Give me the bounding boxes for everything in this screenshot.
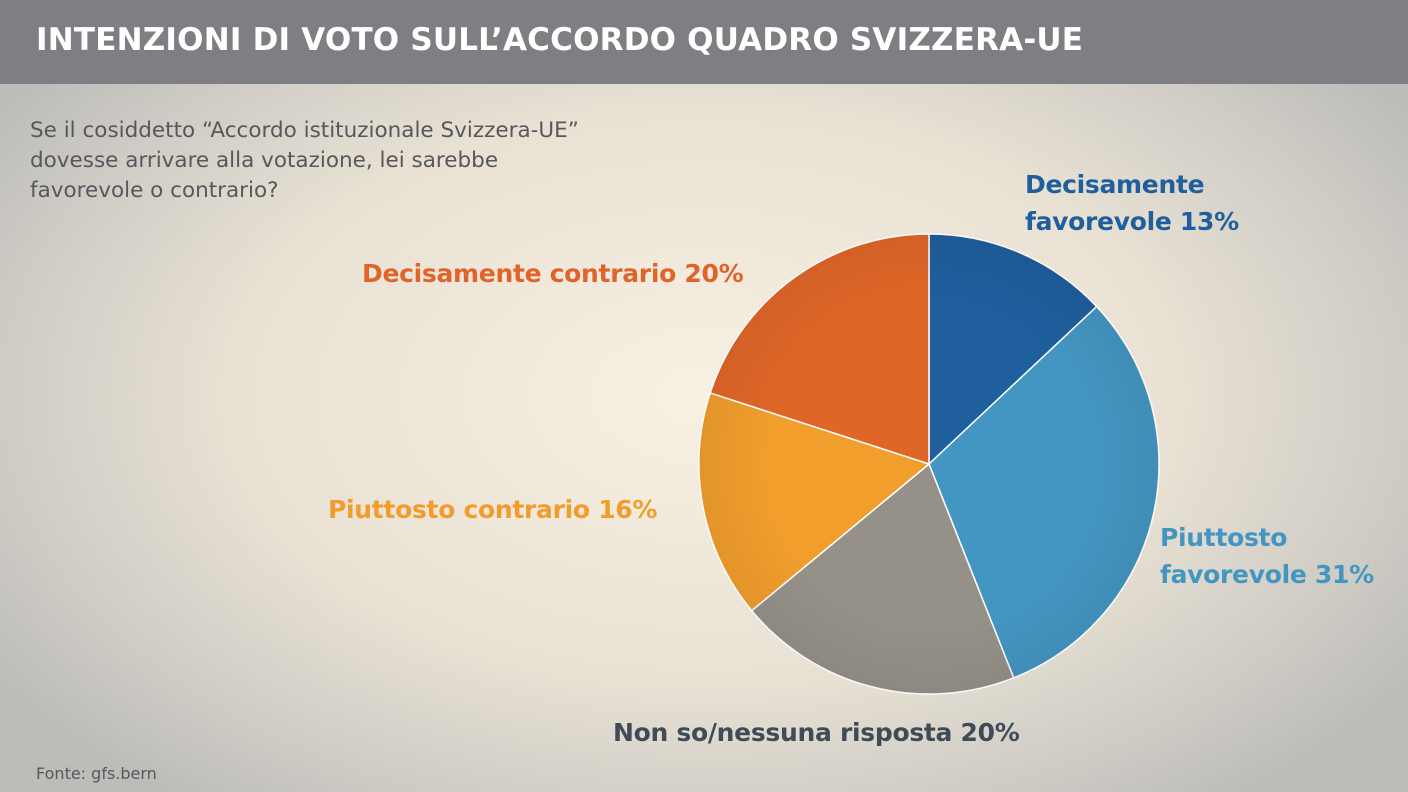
source-note: Fonte: gfs.bern xyxy=(36,764,157,783)
label-piuttosto-contrario-line-1: Piuttosto contrario 16% xyxy=(328,495,658,524)
survey-question-line-1: Se il cosiddetto “Accordo istituzionale … xyxy=(30,118,579,143)
label-piuttosto-favorevole: Piuttosto favorevole 31% xyxy=(1160,519,1374,593)
label-decisamente-favorevole-line-1: Decisamente xyxy=(1025,170,1205,199)
label-decisamente-contrario-line-1: Decisamente contrario 20% xyxy=(362,259,744,288)
label-decisamente-favorevole: Decisamente favorevole 13% xyxy=(1025,166,1239,240)
page-title: INTENZIONI DI VOTO SULL’ACCORDO QUADRO S… xyxy=(36,22,1084,58)
label-piuttosto-favorevole-line-1: Piuttosto xyxy=(1160,523,1288,552)
survey-question: Se il cosiddetto “Accordo istituzionale … xyxy=(30,116,670,206)
label-piuttosto-contrario: Piuttosto contrario 16% xyxy=(328,491,657,528)
label-non-so-line-1: Non so/nessuna risposta 20% xyxy=(613,718,1020,747)
label-decisamente-favorevole-line-2: favorevole 13% xyxy=(1025,207,1239,236)
label-piuttosto-favorevole-line-2: favorevole 31% xyxy=(1160,560,1374,589)
header-bar: INTENZIONI DI VOTO SULL’ACCORDO QUADRO S… xyxy=(0,0,1408,84)
survey-question-line-3: favorevole o contrario? xyxy=(30,178,279,203)
label-decisamente-contrario: Decisamente contrario 20% xyxy=(362,255,744,292)
survey-question-line-2: dovesse arrivare alla votazione, lei sar… xyxy=(30,148,499,173)
label-non-so: Non so/nessuna risposta 20% xyxy=(613,714,1020,751)
